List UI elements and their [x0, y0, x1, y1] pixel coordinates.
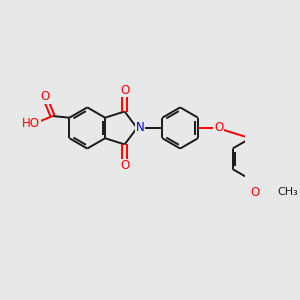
Text: CH₃: CH₃: [278, 187, 298, 197]
Text: N: N: [136, 122, 144, 134]
Text: HO: HO: [22, 117, 40, 130]
Text: O: O: [250, 186, 260, 199]
Text: O: O: [120, 84, 129, 97]
Text: O: O: [214, 122, 224, 134]
Text: O: O: [120, 159, 129, 172]
Text: O: O: [41, 90, 50, 103]
